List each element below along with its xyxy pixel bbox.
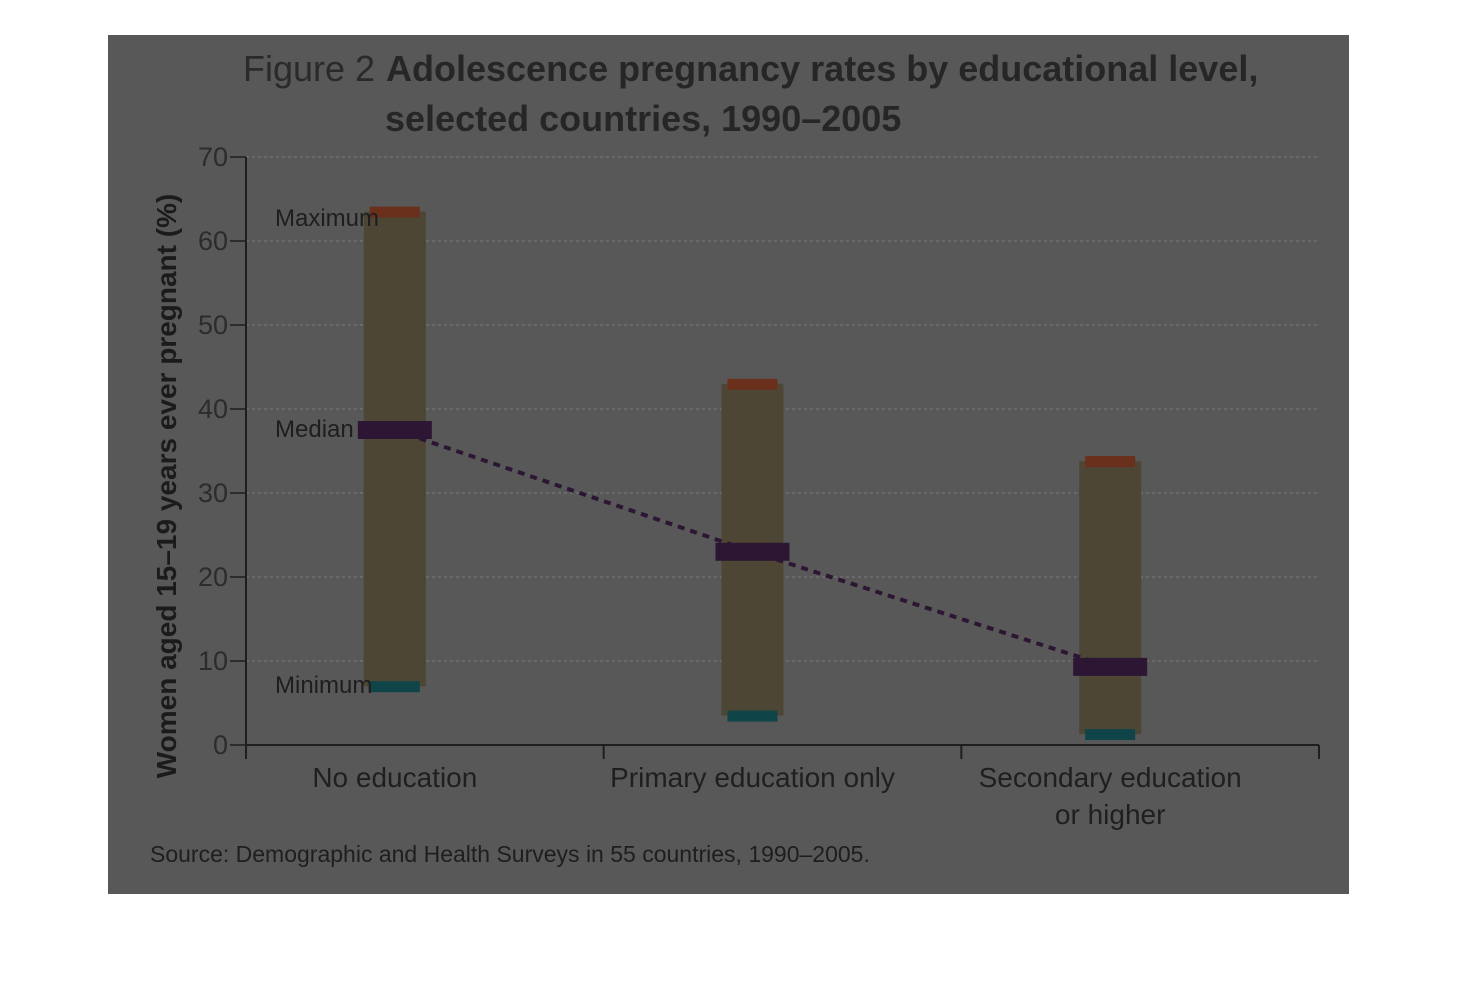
median-label: Median xyxy=(275,416,354,443)
title-line-1: Adolescence pregnancy rates by education… xyxy=(386,48,1258,89)
y-tick-label-50: 50 xyxy=(198,310,228,340)
category-label-2-line-2: or higher xyxy=(1055,799,1166,830)
range-bar-0 xyxy=(363,211,426,687)
range-bars xyxy=(363,211,1142,735)
max-marker-2 xyxy=(1085,456,1136,468)
axes xyxy=(230,156,1320,759)
median-marker-1 xyxy=(715,542,790,561)
figure-label: Figure 2 xyxy=(243,48,375,89)
y-tick-label-0: 0 xyxy=(213,730,228,760)
source-note: Source: Demographic and Health Surveys i… xyxy=(150,841,870,867)
y-axis-label: Women aged 15–19 years ever pregnant (%) xyxy=(151,194,182,779)
range-bar-2 xyxy=(1079,461,1142,735)
max-marker-0 xyxy=(369,206,420,218)
chart-title: Figure 2 Adolescence pregnancy rates by … xyxy=(243,48,1258,139)
y-tick-label-10: 10 xyxy=(198,646,228,676)
y-tick-label-40: 40 xyxy=(198,394,228,424)
chart: Figure 2 Adolescence pregnancy rates by … xyxy=(150,48,1320,867)
minimum-label: Minimum xyxy=(275,672,372,699)
chart-panel: Figure 2 Adolescence pregnancy rates by … xyxy=(108,35,1349,894)
median-marker-0 xyxy=(357,421,432,439)
min-marker-2 xyxy=(1085,729,1136,741)
min-marker-1 xyxy=(727,710,778,722)
median-marker-2 xyxy=(1073,657,1148,676)
labels: 0 10 20 30 40 50 60 70 No education Primary educa… xyxy=(198,142,1242,830)
min-marker-0 xyxy=(369,681,420,693)
max-marker-1 xyxy=(727,378,778,390)
category-label-2: Secondary education xyxy=(979,762,1242,793)
maximum-label: Maximum xyxy=(275,205,379,232)
y-tick-label-30: 30 xyxy=(198,478,228,508)
category-label-1: Primary education only xyxy=(610,762,895,793)
title-line-2: selected countries, 1990–2005 xyxy=(385,98,901,139)
y-tick-label-60: 60 xyxy=(198,226,228,256)
y-tick-label-20: 20 xyxy=(198,562,228,592)
markers xyxy=(357,206,1148,741)
category-label-0: No education xyxy=(312,762,477,793)
y-tick-label-70: 70 xyxy=(198,142,228,172)
